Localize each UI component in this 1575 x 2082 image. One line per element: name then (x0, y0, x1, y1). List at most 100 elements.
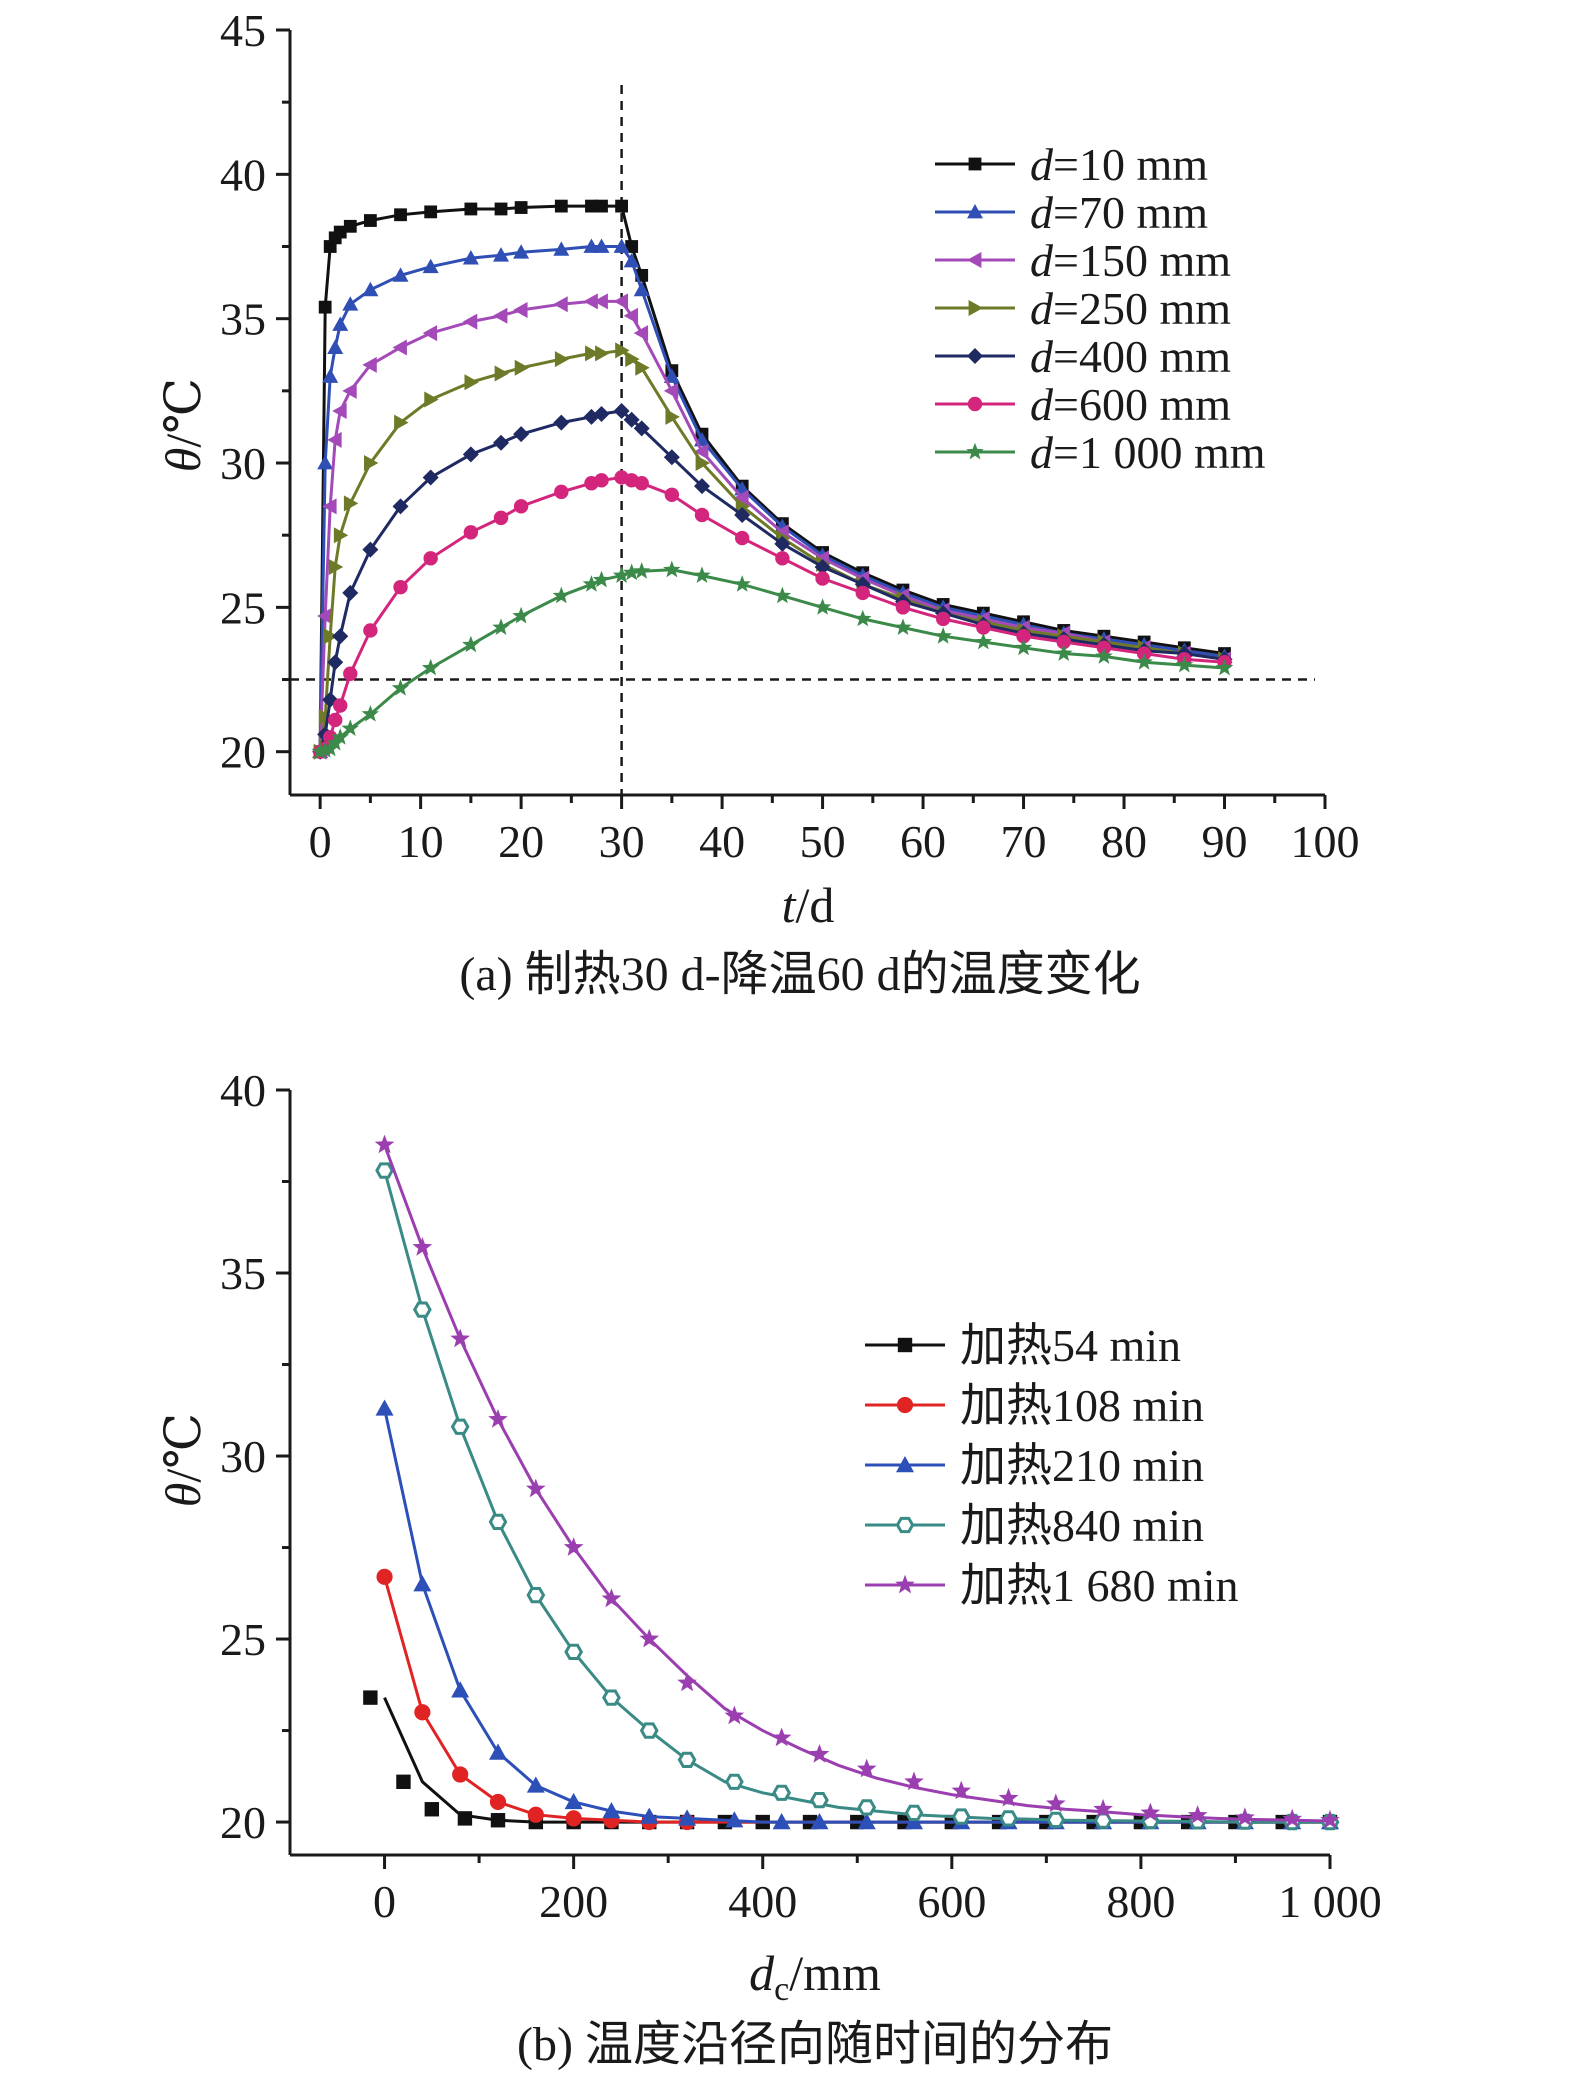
chart-b-series-4-point (1187, 1805, 1208, 1824)
chart-b-series-1-point (489, 1793, 507, 1811)
chart-a-series-4-point (327, 654, 344, 671)
chart-b-series-2-point (375, 1399, 394, 1416)
chart-a-legend-label: d=150 mm (1030, 235, 1231, 286)
chart-b-series-2-point (526, 1776, 545, 1793)
chart-a-series-6-point (492, 618, 510, 635)
chart-a-series-5-point (664, 487, 680, 502)
chart-b-series-4-point (856, 1758, 877, 1778)
chart-a-axes (276, 28, 1327, 809)
chart-a-series-3-point (323, 628, 339, 645)
chart-a-series-5-point (1056, 634, 1071, 650)
chart-a-legend-label-rest: =70 mm (1053, 187, 1208, 238)
chart-a-series-1-point (553, 241, 570, 256)
chart-a-series-4-point (693, 478, 710, 495)
chart-b-series-3-point (724, 1773, 744, 1790)
chart-a-xlabel-var: t (782, 877, 797, 933)
chart-a-legend-item-5: d=600 mm (935, 379, 1231, 430)
chart-a-series-1-point (663, 368, 680, 383)
chart-a-series-0-point (585, 199, 598, 213)
chart-a-series-6-point (1135, 653, 1153, 670)
chart-a-series-4-point (493, 434, 510, 451)
chart-b-series-4-point (677, 1672, 697, 1692)
chart-b-legend-item-1: 加热108 min (865, 1380, 1204, 1431)
chart-a-series-5-point (775, 551, 790, 566)
chart-a-series-6-point (391, 679, 410, 696)
chart-b-series (363, 1134, 1340, 1831)
chart-b-series-4-point (1320, 1809, 1340, 1829)
chart-b-legend-item-3: 加热840 min (865, 1500, 1204, 1551)
chart-a-series-5-point (594, 473, 609, 488)
chart-a-series-3-point (615, 342, 630, 359)
chart-b-series-4-line (383, 1144, 1331, 1823)
chart-a-series (311, 199, 1234, 760)
chart-a-legend-label: d=70 mm (1030, 187, 1208, 238)
chart-b-y-tick-label: 40 (220, 1065, 266, 1116)
chart-a-series-5-point (976, 620, 991, 635)
chart-a-legend-label: d=1 000 mm (1030, 427, 1266, 478)
chart-a-x-tick-label: 60 (900, 816, 946, 867)
chart-b-series-4-point (563, 1537, 584, 1556)
chart-a-series-3-point (665, 408, 680, 425)
chart-a-series-2-point (633, 325, 649, 342)
chart-a-series-6-point (1215, 658, 1234, 676)
chart-b-legend-swatch-marker (895, 1574, 915, 1594)
chart-a-series-1-point (317, 455, 334, 470)
chart-a-legend-swatch-marker (968, 157, 982, 171)
chart-a-series-0-point (494, 202, 508, 216)
chart-b-series-4-point (1235, 1807, 1255, 1826)
chart-b-legend-item-0: 加热54 min (865, 1320, 1181, 1371)
chart-b-series-4-point (771, 1727, 792, 1747)
chart-a-series-5-point (855, 585, 870, 601)
chart-b-legend-swatch-marker (897, 1337, 913, 1353)
chart-b-series-3-point (1046, 1811, 1066, 1828)
chart-a-series-0-point (394, 208, 407, 222)
chart-a-series-2-point (593, 293, 608, 310)
chart-a-x-tick-label: 70 (1001, 816, 1047, 867)
chart-a-series-0-point (554, 199, 568, 213)
chart-a-series-2-point (422, 325, 438, 342)
chart-b-series-4-point (450, 1328, 470, 1348)
chart-a-legend-label-var: d (1030, 139, 1054, 190)
chart-b-series-3-point (564, 1643, 584, 1660)
chart-a-ylabel-unit: /℃ (155, 378, 211, 448)
chart-a-series-5-point (328, 712, 343, 728)
chart-a-series-6-point (326, 733, 344, 751)
chart-a-series-1-point (493, 247, 510, 262)
chart-a-series-2-point (317, 608, 332, 625)
chart-a-series-6-point (934, 627, 952, 644)
chart-a-series-3-point (394, 414, 409, 431)
chart-b-legend-swatch-marker (895, 1516, 915, 1534)
chart-a-legend-label-rest: =10 mm (1053, 139, 1208, 190)
chart-b-series-2-point (905, 1813, 923, 1830)
chart-a-series-3-point (625, 351, 640, 368)
chart-b-series-4 (374, 1134, 1340, 1829)
chart-a-legend-label-var: d (1030, 427, 1054, 478)
chart-a-series-0-point (625, 240, 639, 253)
chart-b-axes (276, 1088, 1332, 1869)
chart-a-series-6-point (813, 598, 832, 615)
chart-a-y-tick-label: 20 (220, 727, 266, 778)
chart-a-xlabel: t/d (782, 877, 835, 933)
chart-b-x-tick-label: 0 (373, 1876, 396, 1927)
chart-a-series-0-point (424, 205, 438, 219)
chart-b-series-4-point (639, 1628, 660, 1648)
chart-a-series-1-point (462, 250, 479, 265)
chart-a-series-3-point (424, 391, 439, 408)
chart-a-legend-item-2: d=150 mm (935, 235, 1231, 286)
chart-a-series-3-point (343, 495, 359, 512)
chart-b-series-4-point (488, 1409, 508, 1428)
chart-a-xlabel-unit: /d (796, 877, 835, 933)
chart-b-x-tick-label: 800 (1106, 1876, 1175, 1927)
chart-a-series-5-point (493, 510, 509, 526)
chart-a-series-4-point (462, 446, 479, 463)
chart-b-legend-swatch-marker (896, 1456, 914, 1473)
chart-b-series-0-point (424, 1802, 440, 1817)
chart-a-series-6-point (321, 739, 339, 757)
chart-b-legend-item-2: 加热210 min (865, 1440, 1204, 1491)
chart-b-series-4-point (526, 1478, 546, 1498)
chart-a-series-2-point (693, 443, 709, 460)
chart-a-series-6-point (693, 566, 711, 583)
chart-a-series-4-point (553, 414, 570, 431)
chart-a-series-6-point (974, 632, 993, 650)
